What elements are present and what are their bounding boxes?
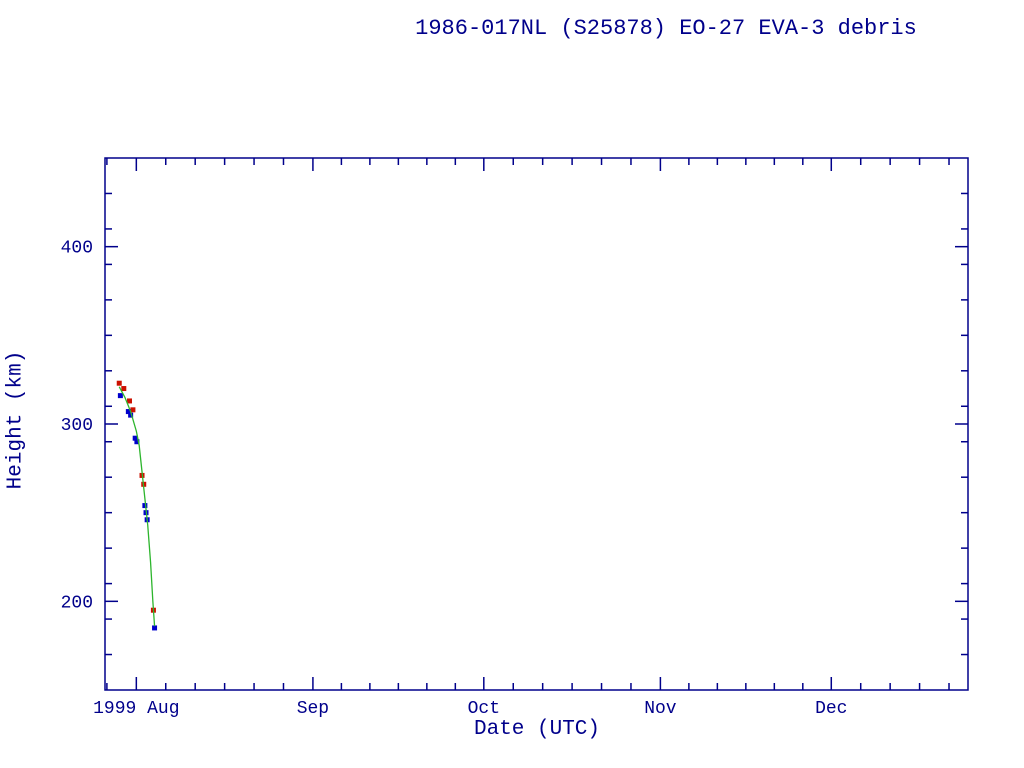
x-tick-label: Sep: [297, 699, 329, 719]
perigee-height-point: [128, 412, 134, 418]
y-tick-label: 300: [61, 416, 93, 436]
x-tick-label: Dec: [815, 699, 847, 719]
x-tick-label: Nov: [644, 699, 677, 719]
y-tick-label: 200: [61, 593, 93, 613]
perigee-height-point: [117, 393, 123, 399]
apogee-height-point: [121, 386, 127, 392]
apogee-height-point: [130, 407, 136, 413]
y-tick-label: 400: [61, 239, 93, 259]
perigee-height-point: [132, 435, 138, 441]
perigee-height-point: [152, 625, 158, 631]
perigee-height-point: [134, 439, 140, 445]
apogee-height-point: [116, 380, 122, 386]
x-axis-label: Date (UTC): [473, 718, 601, 741]
perigee-height-point: [142, 503, 148, 509]
perigee-height-point: [125, 409, 131, 415]
x-tick-label: 1999 Aug: [93, 699, 179, 719]
plot-box: [104, 157, 969, 691]
decay-fit-line: [118, 386, 156, 627]
apogee-height-point: [126, 398, 132, 404]
chart-title: 1986-017NL (S25878) EO-27 EVA-3 debris: [415, 16, 917, 41]
x-tick-label: Oct: [468, 699, 500, 719]
